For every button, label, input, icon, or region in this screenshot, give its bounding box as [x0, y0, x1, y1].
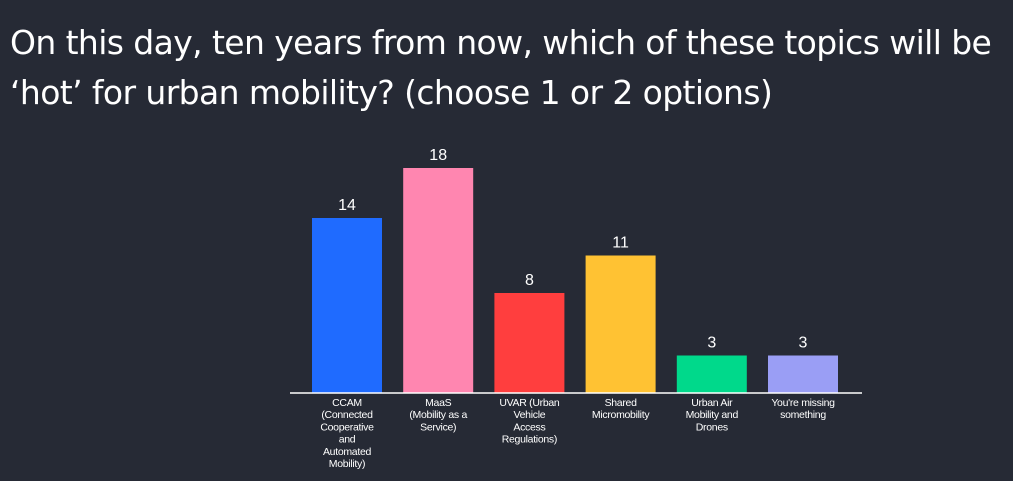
- category-label-4: Shared Micromobility: [592, 397, 650, 421]
- category-label-2: MaaS (Mobility as a Service): [409, 397, 467, 433]
- bar-2: [403, 168, 474, 393]
- bar-4: [585, 255, 656, 393]
- category-label-6: You're missing something: [771, 397, 835, 421]
- bar-value-label-3: 8: [525, 272, 534, 289]
- bar-value-label-4: 11: [612, 235, 629, 252]
- bars-group: [312, 168, 838, 393]
- bar-6: [768, 355, 838, 393]
- bar-5: [676, 355, 747, 393]
- value-labels-group: 14 18 8 11 3 3: [338, 147, 807, 352]
- category-labels-group: CCAM (Connected Cooperative and Automated Mob…: [320, 397, 835, 470]
- bar-value-label-6: 3: [799, 335, 808, 352]
- category-label-3: UVAR (Urban Vehicle Access Regulations): [499, 397, 560, 446]
- category-label-1: CCAM (Connected Cooperative and Automated Mob…: [320, 397, 374, 470]
- bar-3: [494, 293, 565, 393]
- poll-question: On this day, ten years from now, which o…: [10, 23, 992, 112]
- bar-value-label-1: 14: [338, 197, 356, 214]
- bar-1: [312, 218, 382, 393]
- bar-value-label-5: 3: [707, 335, 716, 352]
- bar-value-label-2: 18: [429, 147, 447, 164]
- category-label-5: Urban Air Mobility and Drones: [686, 397, 739, 433]
